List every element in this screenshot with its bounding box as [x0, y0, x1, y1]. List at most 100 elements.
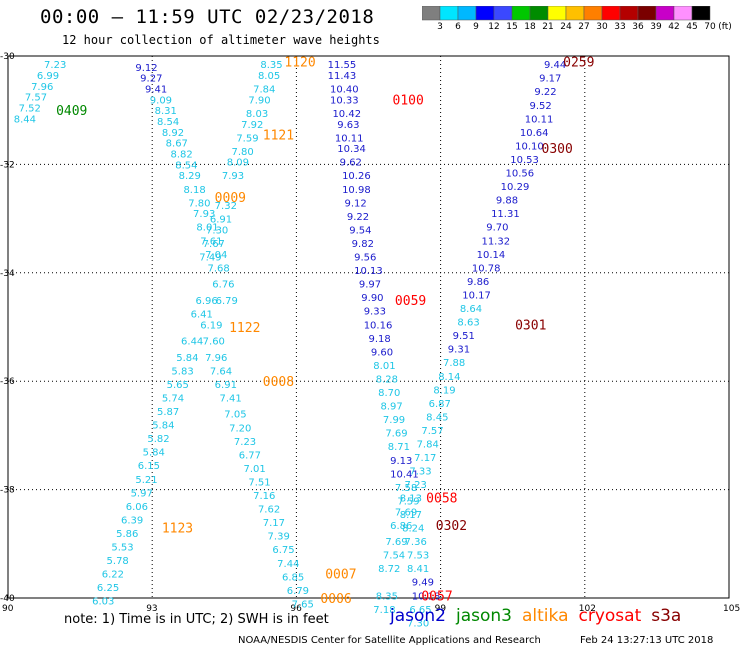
- pass-time-label: 0057: [421, 589, 452, 604]
- wave-height-label: 6.87: [429, 399, 451, 410]
- wave-height-label: 7.53: [407, 551, 429, 562]
- wave-height-label: 7.80: [188, 198, 210, 209]
- pass-time-label: 0302: [436, 519, 467, 534]
- color-scale-labels: 3 6 9 12 15 18 21 24 27 30 33 36 39 42 45 70 (ft): [422, 22, 732, 36]
- wave-height-label: 6.85: [282, 572, 304, 583]
- wave-height-label: 7.69: [385, 429, 407, 440]
- wave-height-label: 8.24: [402, 524, 424, 535]
- wave-height-label: 5.21: [135, 475, 157, 486]
- pass-time-label: 0100: [393, 93, 424, 108]
- wave-height-label: 7.01: [244, 464, 266, 475]
- wave-height-label: 7.20: [229, 423, 251, 434]
- wave-height-label: 9.60: [371, 347, 393, 358]
- lat-tick-label: -32: [0, 160, 15, 170]
- wave-height-label: 7.90: [248, 95, 270, 106]
- legend-item-s3a: s3a: [651, 606, 682, 626]
- wave-height-label: 9.51: [453, 331, 475, 342]
- lat-tick-label: -40: [0, 594, 15, 604]
- color-scale-label: 30: [596, 22, 608, 32]
- wave-height-label: 9.86: [467, 277, 489, 288]
- wave-height-label: 7.60: [203, 337, 225, 348]
- wave-height-label: 8.35: [260, 60, 282, 71]
- wave-height-label: 9.17: [539, 74, 561, 85]
- wave-height-label: 9.27: [140, 74, 162, 85]
- wave-height-label: 5.84: [176, 353, 198, 364]
- wave-height-label: 9.62: [340, 158, 362, 169]
- pass-time-label: 0008: [263, 375, 294, 390]
- color-scale-label: 15: [506, 22, 518, 32]
- color-scale-label: 45: [686, 22, 698, 32]
- wave-height-label: 10.13: [354, 266, 383, 277]
- wave-height-label: 9.63: [337, 120, 359, 131]
- lon-tick-label: 90: [2, 604, 14, 614]
- wave-height-label: 7.36: [405, 537, 427, 548]
- wave-height-label: 5.84: [152, 421, 174, 432]
- color-scale-label: 9: [473, 22, 479, 32]
- pass-time-label: 1123: [162, 522, 193, 537]
- wave-height-label: 5.78: [107, 556, 129, 567]
- wave-height-label: 7.39: [268, 532, 290, 543]
- legend-item-cryosat: cryosat: [578, 606, 642, 626]
- color-scale-bar: [422, 6, 711, 21]
- wave-height-label: 7.17: [414, 453, 436, 464]
- wave-height-label: 9.41: [145, 85, 167, 96]
- wave-height-label: 8.71: [388, 442, 410, 453]
- color-scale-label: 6: [455, 22, 461, 32]
- wave-height-label: 7.23: [405, 480, 427, 491]
- wave-height-label: 7.69: [395, 507, 417, 518]
- wave-height-label: 9.44: [544, 60, 566, 71]
- wave-height-label: 7.44: [277, 559, 299, 570]
- wave-height-label: 10.40: [330, 85, 359, 96]
- wave-height-label: 7.96: [31, 82, 53, 93]
- pass-time-label: 0059: [395, 294, 426, 309]
- wave-height-label: 10.18: [412, 591, 441, 602]
- pass-time-label: 1120: [284, 55, 315, 70]
- wave-height-label: 8.63: [457, 318, 479, 329]
- wave-height-label: 7.96: [205, 353, 227, 364]
- wave-height-label: 8.05: [258, 71, 280, 82]
- color-scale-label: 21: [542, 22, 554, 32]
- lat-tick-label: -36: [0, 377, 15, 387]
- color-scale-label: 33: [614, 22, 626, 32]
- wave-height-label: 6.91: [210, 215, 232, 226]
- wave-height-label: 11.32: [481, 236, 510, 247]
- wave-height-label: 8.29: [179, 171, 201, 182]
- wave-height-label: 10.34: [337, 144, 366, 155]
- wave-height-label: 6.41: [191, 309, 213, 320]
- wave-height-label: 9.90: [361, 293, 383, 304]
- wave-height-label: 7.30: [407, 618, 429, 629]
- wave-height-label: 7.58: [395, 483, 417, 494]
- wave-height-label: 7.17: [263, 518, 285, 529]
- wave-height-label: 9.82: [352, 239, 374, 250]
- wave-height-label: 6.91: [215, 380, 237, 391]
- wave-height-label: 6.77: [239, 450, 261, 461]
- color-scale-label: 70: [704, 22, 716, 32]
- wave-height-label: 7.68: [207, 263, 229, 274]
- wave-height-label: 7.23: [234, 437, 256, 448]
- wave-height-label: 7.33: [409, 467, 431, 478]
- pass-time-label: 0058: [426, 492, 457, 507]
- wave-height-label: 10.11: [525, 114, 554, 125]
- legend-item-jason3: jason3: [456, 606, 512, 626]
- wave-height-label: 5.65: [167, 380, 189, 391]
- wave-height-label: 8.44: [14, 114, 36, 125]
- wave-height-label: 8.18: [183, 185, 205, 196]
- color-scale-label: 18: [524, 22, 536, 32]
- wave-height-label: 5.86: [116, 529, 138, 540]
- pass-time-label: 0409: [56, 104, 87, 119]
- wave-height-label: 7.54: [383, 551, 405, 562]
- color-scale-label: 24: [560, 22, 572, 32]
- wave-height-label: 9.18: [369, 334, 391, 345]
- wave-height-label: 9.52: [530, 101, 552, 112]
- wave-height-label: 10.42: [332, 109, 361, 120]
- wave-height-label: 9.33: [364, 307, 386, 318]
- wave-height-label: 8.45: [426, 412, 448, 423]
- wave-height-label: 6.15: [138, 461, 160, 472]
- wave-height-label: 9.88: [496, 196, 518, 207]
- satellite-legend: jason2 jason3 altika cryosat s3a: [390, 606, 691, 626]
- wave-height-label: 7.84: [417, 440, 439, 451]
- wave-height-label: 6.79: [216, 296, 238, 307]
- wave-height-label: 7.92: [241, 120, 263, 131]
- wave-height-label: 8.14: [438, 372, 460, 383]
- wave-height-label: 9.97: [359, 280, 381, 291]
